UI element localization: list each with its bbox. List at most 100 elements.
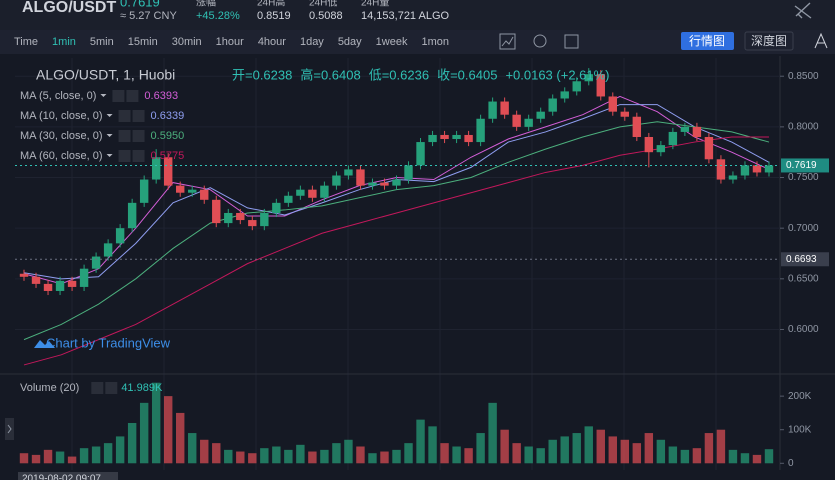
volume-bar xyxy=(668,446,678,464)
candle-body xyxy=(572,81,581,92)
interval[interactable]: 15min xyxy=(128,36,158,48)
ma-close[interactable] xyxy=(132,110,145,122)
side-toggle[interactable] xyxy=(5,418,14,440)
interval[interactable]: Time xyxy=(14,36,38,48)
interval[interactable]: 5day xyxy=(338,36,362,48)
volume-bar xyxy=(740,453,750,464)
dropdown xyxy=(100,94,107,97)
candle-body xyxy=(67,280,77,287)
volume-bar xyxy=(127,422,137,464)
candle-body xyxy=(488,101,497,119)
volume-bar xyxy=(548,439,557,464)
chart-area xyxy=(0,54,835,480)
volume-bar xyxy=(560,436,569,464)
candle-body xyxy=(248,220,257,227)
ohlc-legend: 收=0.6405 xyxy=(437,67,497,82)
ma-legend-name: MA (5, close, 0) xyxy=(20,90,96,102)
volume-bar xyxy=(608,436,617,464)
ma-settings[interactable] xyxy=(118,110,131,122)
interval[interactable]: 1min xyxy=(52,36,76,48)
candle-body xyxy=(584,74,593,82)
candle-body xyxy=(296,189,305,196)
icon xyxy=(501,36,514,47)
header-bar xyxy=(0,0,835,30)
ohlc-legend: 开=0.6238 xyxy=(232,67,292,82)
interval[interactable]: 1day xyxy=(300,36,324,48)
volume-bar xyxy=(500,429,509,464)
candle-body xyxy=(428,134,437,143)
view-button-active[interactable] xyxy=(681,32,734,50)
volume-bar xyxy=(151,382,161,464)
volume-bar xyxy=(596,429,605,464)
candle-body xyxy=(608,96,617,112)
candle-body xyxy=(284,195,293,203)
candle-body xyxy=(91,256,101,269)
candle-body xyxy=(392,179,401,186)
candle-body xyxy=(19,273,29,277)
candle-body xyxy=(79,268,89,287)
time-label: 2019-08-02 09:07 xyxy=(22,474,101,480)
volume-bar xyxy=(200,439,209,464)
interval[interactable]: 5min xyxy=(90,36,114,48)
candle-body xyxy=(139,179,149,203)
ma-legend-value: 0.5775 xyxy=(151,150,185,162)
plot: 0.6000 0.6500 0.7000 0.7500 0.8000 0.8500 0.76… xyxy=(0,56,835,470)
ma-legend-name: MA (30, close, 0) xyxy=(20,130,103,142)
low: 0.5088 xyxy=(309,10,343,22)
volume-24h: 14,153,721 ALGO xyxy=(361,10,450,22)
volume-bar xyxy=(488,402,497,464)
candle-body xyxy=(236,212,245,221)
candle-body xyxy=(260,212,269,227)
ma-settings[interactable] xyxy=(118,130,131,142)
candle-body xyxy=(188,189,197,193)
volume-bar xyxy=(368,453,377,464)
indicator-icon[interactable] xyxy=(499,33,516,50)
dropdown xyxy=(106,114,113,117)
volume-bar xyxy=(428,426,437,464)
y-tick-label: 0.6000 xyxy=(788,324,819,335)
y-tick-label: 0.7500 xyxy=(788,172,819,183)
volume-bar xyxy=(524,446,533,464)
view-label[interactable]: 行情图 xyxy=(689,34,725,48)
volume-bar xyxy=(752,454,762,464)
dropdown xyxy=(106,154,113,157)
candle-body xyxy=(151,157,161,180)
volume-bar xyxy=(308,451,317,464)
candle-body xyxy=(500,101,509,115)
candle-body xyxy=(43,283,53,291)
view-button[interactable] xyxy=(744,31,794,51)
candle-body xyxy=(752,165,762,173)
interval[interactable]: 30min xyxy=(172,36,202,48)
volume-bar xyxy=(644,433,654,464)
volume-label: 24H量 xyxy=(361,0,389,9)
volume-bar xyxy=(440,443,449,464)
candle-body xyxy=(380,182,389,186)
candle-body xyxy=(440,134,449,140)
watermark-logo xyxy=(34,340,55,348)
candle-body xyxy=(368,182,377,186)
ma-settings[interactable] xyxy=(112,90,125,102)
high-label: 24H高 xyxy=(257,0,285,9)
view-label[interactable]: 深度图 xyxy=(751,33,787,48)
fullscreen-icon[interactable] xyxy=(564,34,579,49)
interval[interactable]: 1week xyxy=(376,36,408,48)
interval[interactable]: 1hour xyxy=(216,36,244,48)
ma-legend-name: MA (60, close, 0) xyxy=(20,150,103,162)
interval[interactable]: 1mon xyxy=(421,36,449,48)
ma-close[interactable] xyxy=(126,90,139,102)
settings-icon[interactable] xyxy=(533,34,547,48)
ma-legend-value: 0.5950 xyxy=(151,130,185,142)
ma-legend-name: MA (10, close, 0) xyxy=(20,110,103,122)
ma-settings[interactable] xyxy=(118,150,131,162)
volume-bar xyxy=(416,419,425,464)
interval[interactable]: 4hour xyxy=(258,36,286,48)
candle-body xyxy=(692,126,702,137)
volume-bar xyxy=(163,396,173,464)
volume-bar xyxy=(67,456,77,464)
draw-icon[interactable] xyxy=(794,2,812,19)
ma-close[interactable] xyxy=(132,130,145,142)
candle-body xyxy=(200,189,209,200)
ma-close[interactable] xyxy=(132,150,145,162)
volume-bar xyxy=(55,451,65,464)
volume-bar xyxy=(139,402,149,464)
